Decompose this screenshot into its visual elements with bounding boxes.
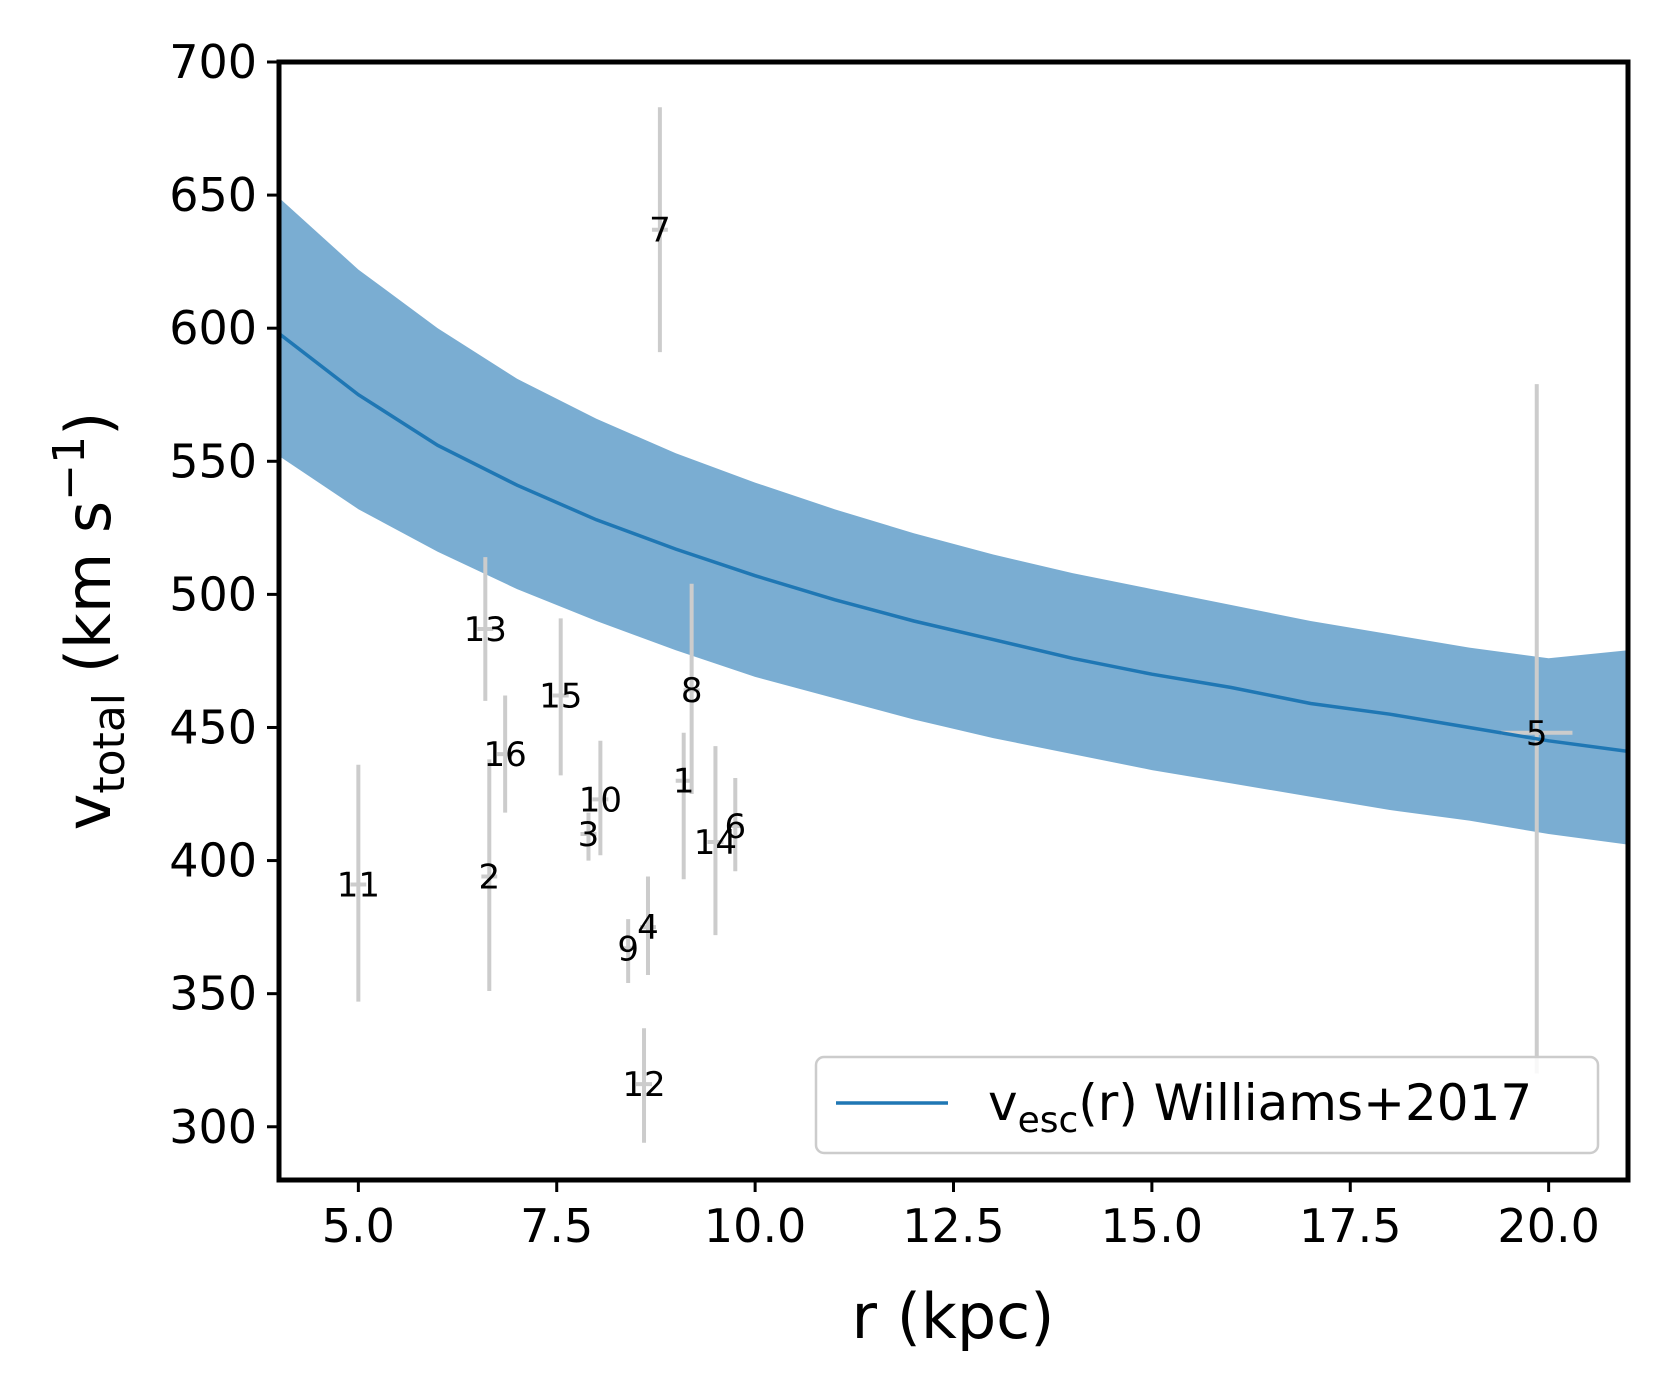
y-tick-label: 350 <box>169 967 257 1021</box>
data-point-1 <box>675 732 692 880</box>
point-label-7: 7 <box>649 211 671 251</box>
x-tick-label: 15.0 <box>1101 1199 1203 1253</box>
y-tick-label: 600 <box>169 301 257 355</box>
data-point-12 <box>636 1028 653 1143</box>
data-point-7 <box>651 107 668 353</box>
x-tick-label: 7.5 <box>520 1199 593 1253</box>
y-tick-label: 650 <box>169 168 257 222</box>
x-tick-label: 5.0 <box>322 1199 395 1253</box>
point-label-11: 11 <box>337 866 380 906</box>
data-point-11 <box>350 764 367 1002</box>
data-point-10 <box>592 740 609 856</box>
error-bars <box>350 107 1573 1143</box>
point-label-16: 16 <box>484 735 527 775</box>
x-axis-ticks: 5.0 7.5 10.0 12.5 15.0 17.5 20.0 <box>322 1180 1600 1253</box>
point-label-4: 4 <box>637 908 659 948</box>
point-label-5: 5 <box>1526 714 1548 754</box>
point-label-8: 8 <box>681 671 703 711</box>
data-point-13 <box>477 557 494 701</box>
y-label-main: v <box>52 794 125 831</box>
y-tick-label: 450 <box>169 700 257 754</box>
x-axis-label: r (kpc) <box>852 1280 1055 1353</box>
legend-label-sub: esc <box>1018 1100 1079 1141</box>
y-tick-label: 400 <box>169 834 257 888</box>
data-point-14 <box>707 746 724 936</box>
legend-label-main: v <box>988 1074 1018 1132</box>
x-tick-label: 20.0 <box>1497 1199 1599 1253</box>
data-point-3 <box>580 812 597 861</box>
y-axis-ticks: 300 350 400 450 500 550 600 650 700 <box>169 35 279 1154</box>
x-tick-label: 12.5 <box>902 1199 1004 1253</box>
y-label-exponent: −1 <box>44 436 95 501</box>
data-point-8 <box>683 583 700 795</box>
point-label-10: 10 <box>579 780 622 820</box>
y-axis-label: vtotal (km s−1) <box>44 412 135 831</box>
point-label-1: 1 <box>673 762 695 802</box>
y-label-unit-close: ) <box>52 412 125 436</box>
point-label-12: 12 <box>622 1065 665 1105</box>
x-tick-label: 10.0 <box>704 1199 806 1253</box>
y-label-sub: total <box>84 693 135 794</box>
point-label-3: 3 <box>578 815 600 855</box>
y-tick-label: 500 <box>169 567 257 621</box>
point-label-2: 2 <box>478 858 500 898</box>
legend-label-rest: (r) Williams+2017 <box>1078 1074 1532 1132</box>
data-point-2 <box>481 759 498 992</box>
point-label-9: 9 <box>617 929 639 969</box>
legend-box <box>814 1055 1600 1155</box>
escape-velocity-curve <box>279 332 1628 754</box>
y-tick-label: 700 <box>169 35 257 89</box>
data-point-9 <box>620 919 637 984</box>
data-point-16 <box>497 695 514 813</box>
legend-label: vesc(r) Williams+2017 <box>988 1074 1532 1141</box>
point-label-6: 6 <box>724 807 746 847</box>
data-point-6 <box>727 778 744 872</box>
legend: vesc(r) Williams+2017 <box>814 1055 1600 1155</box>
y-label-unit: (km s <box>52 501 125 693</box>
data-point-15 <box>552 618 569 776</box>
y-tick-label: 550 <box>169 434 257 488</box>
point-label-15: 15 <box>539 677 582 717</box>
x-tick-label: 17.5 <box>1299 1199 1401 1253</box>
data-point-4 <box>639 876 656 976</box>
point-label-14: 14 <box>694 823 737 863</box>
confidence-band <box>279 197 1628 845</box>
y-tick-label: 300 <box>169 1100 257 1154</box>
point-label-13: 13 <box>464 610 507 650</box>
data-point-5 <box>1501 384 1573 1074</box>
